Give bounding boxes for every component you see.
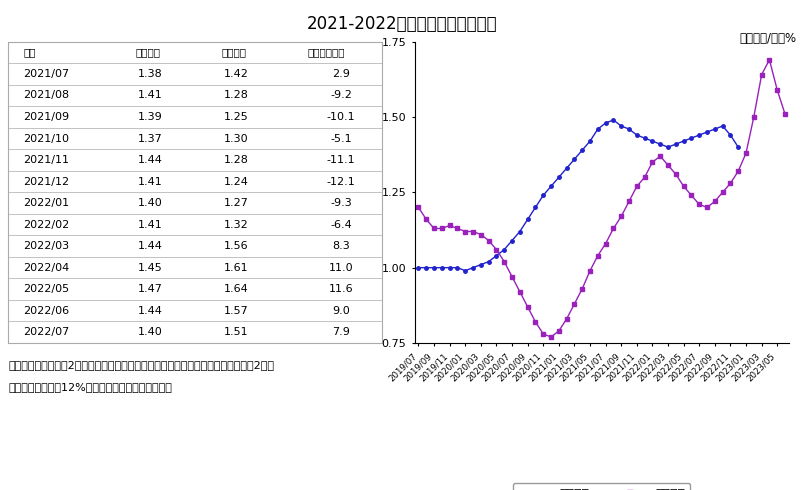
Text: 2021/12: 2021/12 xyxy=(23,176,69,187)
Text: 注：国内价格为东北2等黄玉米运到广州黄埔港的平仓价，国际价格为美国墨西哥湾2级黄: 注：国内价格为东北2等黄玉米运到广州黄埔港的平仓价，国际价格为美国墨西哥湾2级黄 xyxy=(8,360,274,370)
Text: 1.39: 1.39 xyxy=(138,112,163,122)
Text: 2021-2022年国内外玉米价格走势: 2021-2022年国内外玉米价格走势 xyxy=(308,15,497,33)
Text: 2022/01: 2022/01 xyxy=(23,198,69,208)
Text: 1.44: 1.44 xyxy=(138,155,163,165)
Text: 2022/04: 2022/04 xyxy=(23,263,69,272)
Text: 2022/03: 2022/03 xyxy=(23,241,69,251)
Text: -9.2: -9.2 xyxy=(330,91,352,100)
Text: 国内价格: 国内价格 xyxy=(135,48,160,57)
Text: 2022/07: 2022/07 xyxy=(23,327,69,337)
Text: 1.25: 1.25 xyxy=(224,112,249,122)
Text: 1.42: 1.42 xyxy=(224,69,249,79)
Text: 1.51: 1.51 xyxy=(224,327,249,337)
Text: -6.4: -6.4 xyxy=(330,220,352,230)
Text: 2021/08: 2021/08 xyxy=(23,91,69,100)
Text: 1.41: 1.41 xyxy=(138,176,163,187)
Text: 1.44: 1.44 xyxy=(138,241,163,251)
Text: 1.40: 1.40 xyxy=(138,198,163,208)
Text: 玉米（蛋白质含量12%）运到黄埔港的到岸税后价。: 玉米（蛋白质含量12%）运到黄埔港的到岸税后价。 xyxy=(8,382,172,392)
Text: 8.3: 8.3 xyxy=(332,241,350,251)
Text: 1.61: 1.61 xyxy=(224,263,249,272)
Text: 1.41: 1.41 xyxy=(138,91,163,100)
Text: 1.28: 1.28 xyxy=(224,91,249,100)
Text: 1.32: 1.32 xyxy=(224,220,249,230)
Text: 国际比国内高: 国际比国内高 xyxy=(308,48,345,57)
Text: 月份: 月份 xyxy=(23,48,35,57)
Text: 1.64: 1.64 xyxy=(224,284,249,294)
Text: 2021/10: 2021/10 xyxy=(23,133,69,144)
Text: 11.0: 11.0 xyxy=(329,263,353,272)
Text: 1.57: 1.57 xyxy=(224,306,249,316)
Text: 1.41: 1.41 xyxy=(138,220,163,230)
Text: -12.1: -12.1 xyxy=(327,176,356,187)
Text: -10.1: -10.1 xyxy=(327,112,356,122)
Text: 1.40: 1.40 xyxy=(138,327,163,337)
Text: 9.0: 9.0 xyxy=(332,306,350,316)
Text: 1.30: 1.30 xyxy=(224,133,249,144)
Text: 1.28: 1.28 xyxy=(224,155,249,165)
Text: 1.45: 1.45 xyxy=(138,263,163,272)
Text: 1.27: 1.27 xyxy=(224,198,249,208)
Text: 2.9: 2.9 xyxy=(332,69,350,79)
Text: 国际价格: 国际价格 xyxy=(221,48,246,57)
Text: 2021/09: 2021/09 xyxy=(23,112,69,122)
Text: -11.1: -11.1 xyxy=(327,155,356,165)
Text: 1.24: 1.24 xyxy=(224,176,249,187)
Text: 11.6: 11.6 xyxy=(329,284,353,294)
Legend: 国内价格, 国际价格: 国内价格, 国际价格 xyxy=(513,483,691,490)
Text: 2022/05: 2022/05 xyxy=(23,284,69,294)
Text: -5.1: -5.1 xyxy=(330,133,352,144)
Text: 单位：元/斤，%: 单位：元/斤，% xyxy=(740,32,797,45)
Text: 2022/06: 2022/06 xyxy=(23,306,69,316)
Text: 2022/02: 2022/02 xyxy=(23,220,69,230)
Text: 1.37: 1.37 xyxy=(138,133,163,144)
Text: -9.3: -9.3 xyxy=(330,198,352,208)
Text: 2021/11: 2021/11 xyxy=(23,155,69,165)
Text: 7.9: 7.9 xyxy=(332,327,350,337)
Text: 1.44: 1.44 xyxy=(138,306,163,316)
Text: 2021/07: 2021/07 xyxy=(23,69,69,79)
Text: 1.38: 1.38 xyxy=(138,69,163,79)
Text: 1.47: 1.47 xyxy=(138,284,163,294)
Text: 1.56: 1.56 xyxy=(224,241,249,251)
